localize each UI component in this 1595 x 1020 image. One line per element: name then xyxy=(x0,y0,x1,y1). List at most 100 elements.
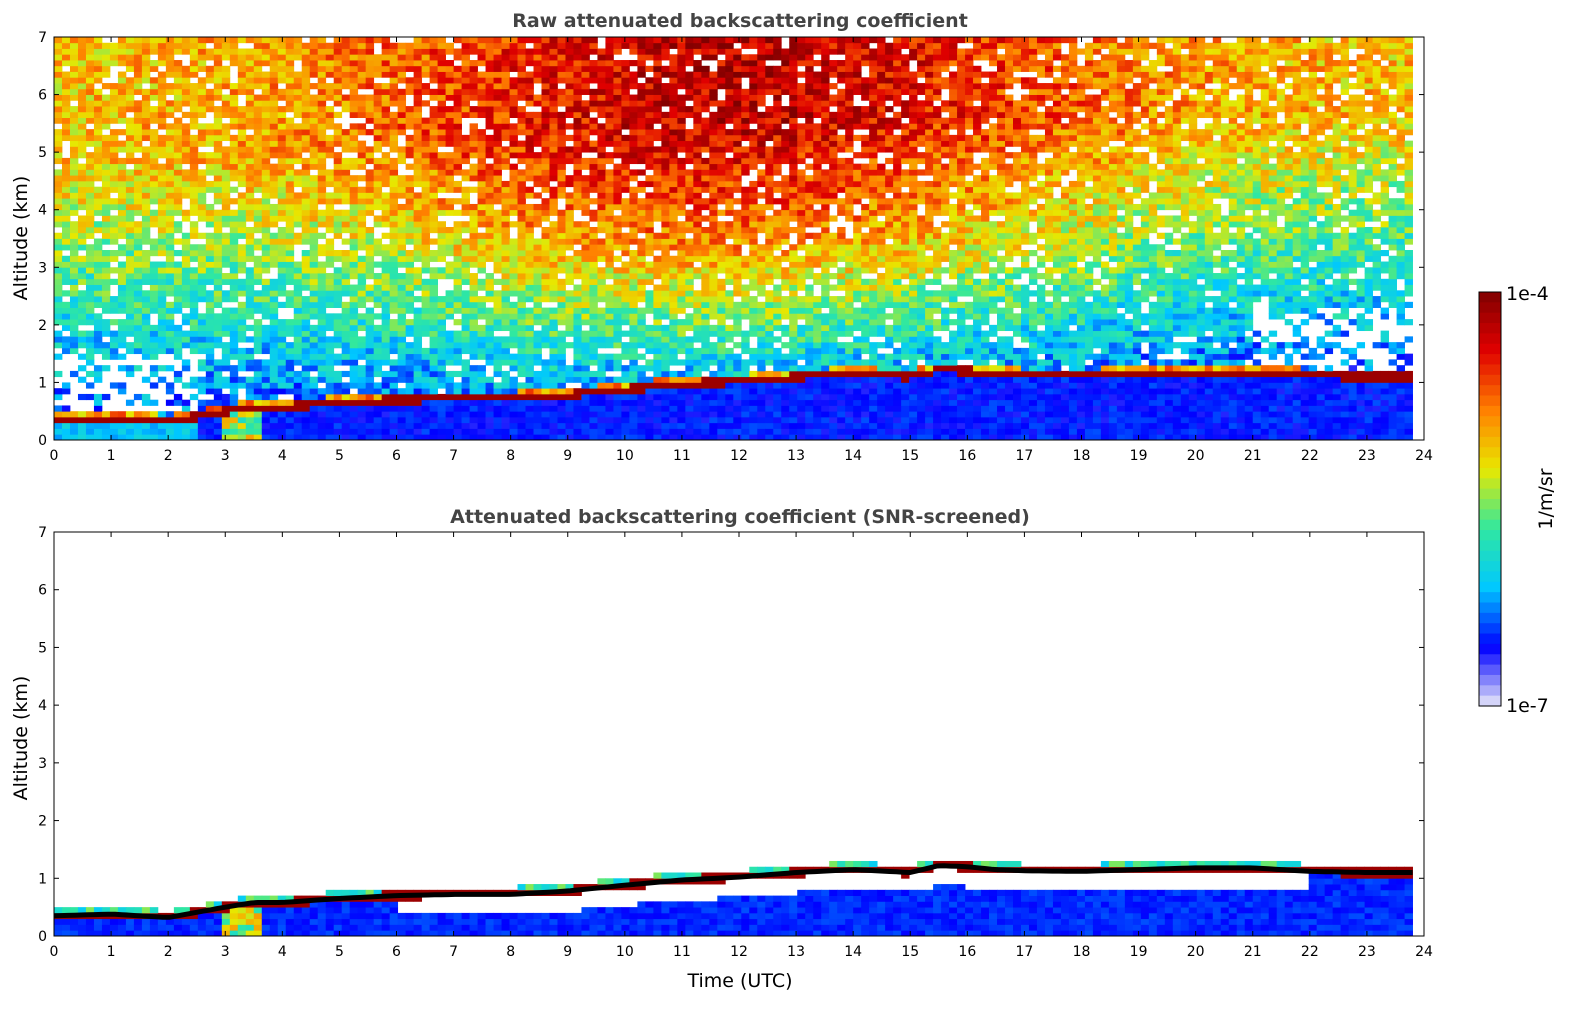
heatmap-cell xyxy=(605,71,614,78)
heatmap-cell xyxy=(453,382,462,389)
heatmap-cell xyxy=(381,134,391,142)
heatmap-cell xyxy=(261,88,271,95)
heatmap-cell xyxy=(277,359,287,366)
heatmap-cell xyxy=(477,152,486,159)
heatmap-cell xyxy=(157,77,167,84)
heatmap-cell xyxy=(293,42,303,49)
heatmap-cell xyxy=(661,100,670,107)
heatmap-cell xyxy=(669,342,678,349)
heatmap-cell xyxy=(125,123,135,130)
heatmap-cell xyxy=(54,370,63,378)
heatmap-cell xyxy=(485,336,494,343)
heatmap-cell xyxy=(501,382,510,389)
heatmap-cell xyxy=(613,353,622,360)
heatmap-cell xyxy=(565,232,574,239)
heatmap-cell xyxy=(317,336,327,343)
heatmap-cell xyxy=(69,123,79,130)
heatmap-cell xyxy=(69,54,79,61)
heatmap-cell xyxy=(93,416,103,424)
heatmap-cell xyxy=(589,393,598,401)
heatmap-cell xyxy=(365,117,375,124)
heatmap-cell xyxy=(261,313,271,320)
heatmap-cell xyxy=(333,140,343,147)
heatmap-cell xyxy=(501,123,510,130)
heatmap-cell xyxy=(117,83,127,90)
heatmap-cell xyxy=(453,301,462,308)
heatmap-cell xyxy=(485,359,494,366)
heatmap-cell xyxy=(421,393,431,401)
heatmap-cell xyxy=(533,370,542,378)
heatmap-cell xyxy=(165,65,175,72)
heatmap-cell xyxy=(517,203,526,211)
heatmap-cell xyxy=(317,434,327,441)
heatmap-cell xyxy=(597,324,606,332)
heatmap-cell xyxy=(253,198,263,205)
heatmap-cell xyxy=(181,296,191,303)
heatmap-cell xyxy=(173,198,183,205)
heatmap-cell xyxy=(541,111,550,118)
heatmap-cell xyxy=(325,393,335,401)
heatmap-cell xyxy=(269,319,279,326)
heatmap-cell xyxy=(509,307,518,314)
heatmap-cell xyxy=(477,106,486,113)
heatmap-cell xyxy=(549,411,558,418)
heatmap-cell xyxy=(349,157,359,165)
heatmap-cell xyxy=(381,169,391,176)
heatmap-cell xyxy=(253,336,263,343)
heatmap-cell xyxy=(125,365,135,372)
heatmap-cell xyxy=(637,209,646,216)
heatmap-cell xyxy=(341,100,351,107)
heatmap-cell xyxy=(605,250,614,257)
heatmap-cell xyxy=(637,376,646,383)
heatmap-cell xyxy=(109,330,119,337)
heatmap-cell xyxy=(69,422,79,429)
heatmap-cell xyxy=(509,169,518,176)
heatmap-cell xyxy=(613,111,622,118)
heatmap-cell xyxy=(125,411,135,418)
heatmap-cell xyxy=(453,342,462,349)
heatmap-cell xyxy=(149,117,159,124)
heatmap-cell xyxy=(141,60,151,67)
heatmap-cell xyxy=(165,232,175,239)
heatmap-cell xyxy=(669,152,678,159)
heatmap-cell xyxy=(573,255,582,262)
heatmap-cell xyxy=(685,388,694,395)
heatmap-cell xyxy=(533,180,542,188)
heatmap-cell xyxy=(93,198,103,205)
heatmap-cell xyxy=(589,129,598,136)
heatmap-cell xyxy=(461,71,470,78)
heatmap-cell xyxy=(645,307,654,314)
heatmap-cell xyxy=(213,157,223,165)
heatmap-cell xyxy=(685,273,694,280)
heatmap-cell xyxy=(253,290,263,297)
heatmap-cell xyxy=(85,42,95,49)
heatmap-cell xyxy=(557,307,566,314)
heatmap-cell xyxy=(181,157,191,165)
heatmap-cell xyxy=(509,134,518,142)
heatmap-cell xyxy=(661,192,670,199)
heatmap-cell xyxy=(589,290,598,297)
heatmap-cell xyxy=(69,106,79,113)
heatmap-cell xyxy=(637,342,646,349)
heatmap-cell xyxy=(85,65,95,72)
heatmap-cell xyxy=(213,296,223,303)
heatmap-cell xyxy=(245,250,255,257)
heatmap-cell xyxy=(421,324,431,332)
heatmap-cell xyxy=(621,307,630,314)
heatmap-cell xyxy=(125,232,135,239)
heatmap-cell xyxy=(109,157,119,165)
heatmap-cell xyxy=(461,273,470,280)
heatmap-cell xyxy=(269,54,279,61)
heatmap-cell xyxy=(621,152,630,159)
heatmap-cell xyxy=(141,238,151,245)
heatmap-cell xyxy=(461,42,470,49)
heatmap-cell xyxy=(501,416,510,424)
heatmap-cell xyxy=(589,117,598,124)
heatmap-cell xyxy=(685,37,694,44)
heatmap-cell xyxy=(669,261,678,268)
heatmap-cell xyxy=(237,319,247,326)
heatmap-cell xyxy=(605,54,614,61)
heatmap-cell xyxy=(589,106,598,113)
heatmap-cell xyxy=(149,48,159,55)
heatmap-cell xyxy=(205,411,215,418)
